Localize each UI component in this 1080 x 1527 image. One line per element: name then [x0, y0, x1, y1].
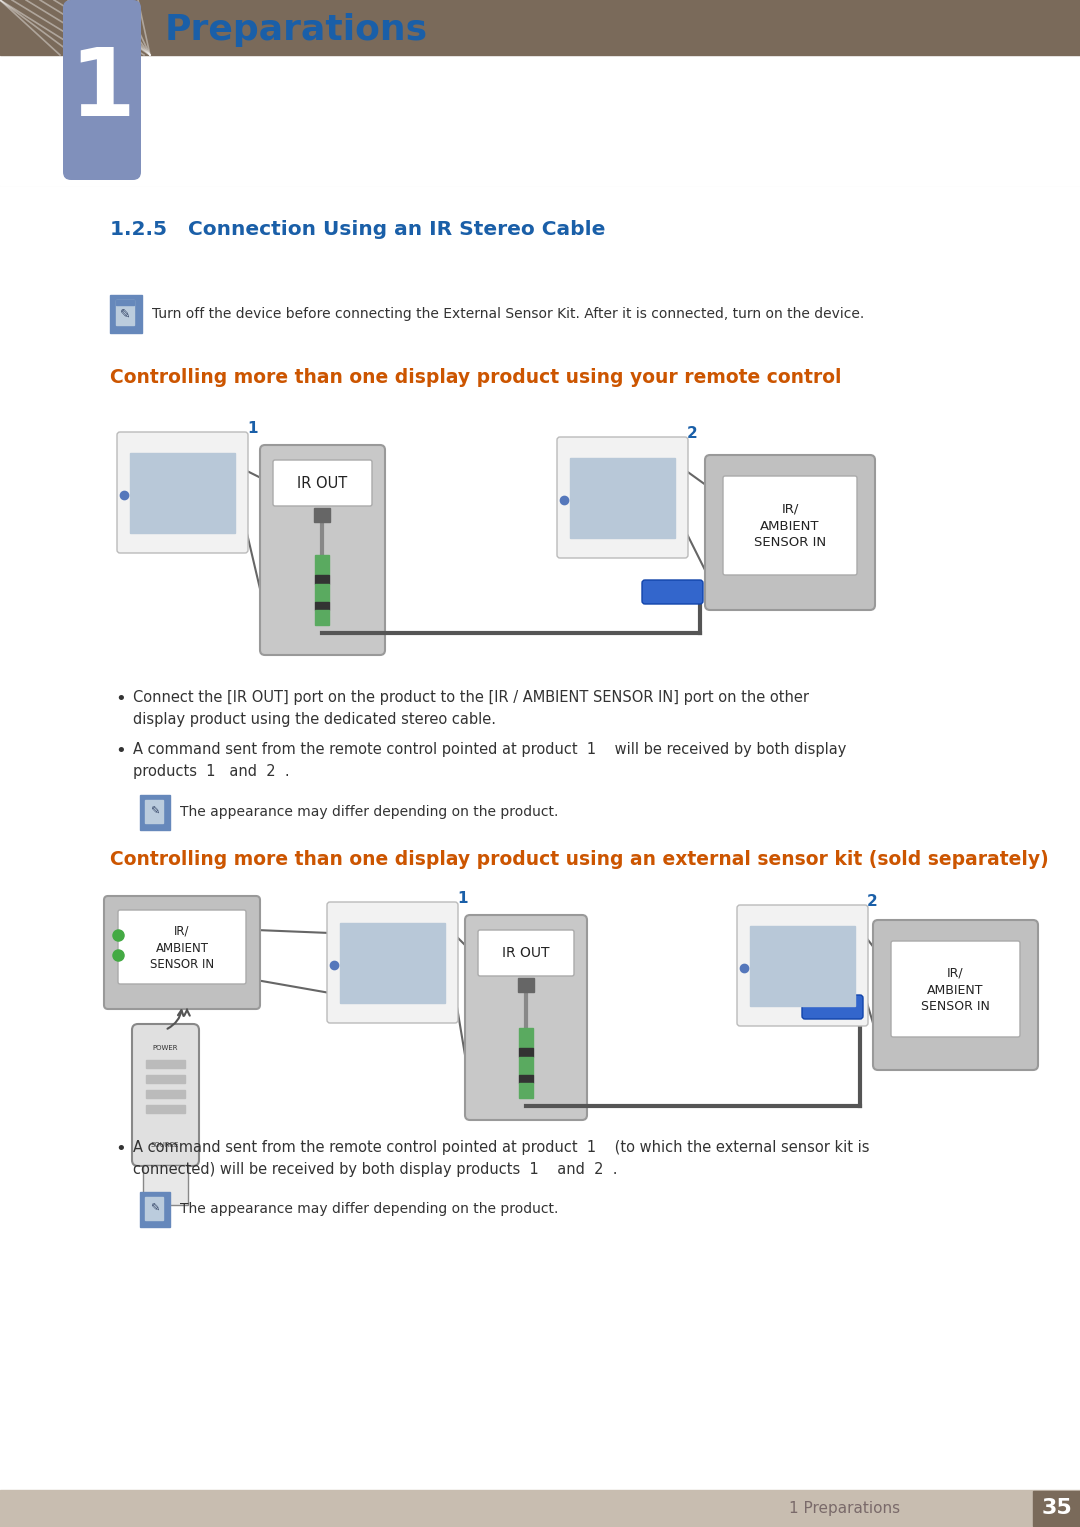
FancyBboxPatch shape — [132, 1025, 199, 1167]
Bar — [145, 1197, 163, 1220]
FancyBboxPatch shape — [273, 460, 372, 505]
FancyBboxPatch shape — [557, 437, 688, 557]
Text: •: • — [114, 690, 125, 709]
Bar — [340, 922, 445, 1003]
Bar — [0, 1490, 1080, 1527]
Text: IR/
AMBIENT
SENSOR IN: IR/ AMBIENT SENSOR IN — [754, 502, 826, 550]
Bar — [315, 609, 329, 625]
Bar — [750, 925, 855, 1006]
Bar — [519, 1075, 534, 1083]
Bar — [519, 1048, 534, 1057]
Bar — [570, 458, 675, 538]
Text: ✎: ✎ — [120, 307, 131, 321]
Text: 1: 1 — [247, 421, 257, 437]
FancyBboxPatch shape — [873, 919, 1038, 1070]
Bar — [146, 1075, 185, 1083]
Text: IR/
AMBIENT
SENSOR IN: IR/ AMBIENT SENSOR IN — [150, 924, 214, 971]
FancyBboxPatch shape — [723, 476, 858, 576]
FancyBboxPatch shape — [117, 432, 248, 553]
Text: IR OUT: IR OUT — [297, 475, 347, 490]
Text: Connect the [IR OUT] port on the product to the [IR / AMBIENT SENSOR IN] port on: Connect the [IR OUT] port on the product… — [133, 690, 809, 705]
Bar — [518, 977, 534, 993]
Text: products  1   and  2  .: products 1 and 2 . — [133, 764, 289, 779]
Bar — [143, 1165, 188, 1205]
Text: Controlling more than one display product using your remote control: Controlling more than one display produc… — [110, 368, 841, 386]
Bar — [145, 800, 163, 823]
Bar — [110, 295, 141, 333]
Bar — [140, 796, 170, 831]
Text: A command sent from the remote control pointed at product  1    will be received: A command sent from the remote control p… — [133, 742, 847, 757]
Text: connected) will be received by both display products  1    and  2  .: connected) will be received by both disp… — [133, 1162, 618, 1177]
Bar — [140, 1193, 170, 1228]
Bar — [1032, 1490, 1080, 1525]
Bar — [315, 602, 329, 609]
Bar — [315, 583, 329, 602]
Text: 1.2.5   Connection Using an IR Stereo Cable: 1.2.5 Connection Using an IR Stereo Cabl… — [110, 220, 606, 240]
Bar — [519, 1057, 534, 1075]
Text: ✎: ✎ — [150, 806, 160, 817]
Text: 35: 35 — [1041, 1498, 1072, 1518]
Bar — [519, 1028, 534, 1048]
FancyBboxPatch shape — [642, 580, 703, 605]
Text: •: • — [114, 742, 125, 760]
Text: Preparations: Preparations — [165, 14, 428, 47]
FancyBboxPatch shape — [891, 941, 1020, 1037]
Bar — [0, 55, 1080, 185]
Text: •: • — [114, 1141, 125, 1157]
Bar — [116, 299, 134, 305]
Text: ✎: ✎ — [150, 1203, 160, 1214]
FancyBboxPatch shape — [737, 906, 868, 1026]
Text: 1: 1 — [457, 890, 468, 906]
Bar — [130, 454, 235, 533]
Bar — [314, 508, 330, 522]
Text: 1 Preparations: 1 Preparations — [788, 1501, 900, 1515]
Bar — [146, 1090, 185, 1098]
Bar — [116, 299, 134, 325]
Text: 2: 2 — [867, 893, 878, 909]
FancyBboxPatch shape — [327, 902, 458, 1023]
FancyBboxPatch shape — [104, 896, 260, 1009]
FancyBboxPatch shape — [63, 0, 141, 180]
Bar — [0, 55, 1080, 185]
Text: The appearance may differ depending on the product.: The appearance may differ depending on t… — [180, 805, 558, 818]
Text: 2: 2 — [687, 426, 698, 441]
Text: 1: 1 — [69, 44, 135, 136]
Bar — [315, 576, 329, 583]
Text: display product using the dedicated stereo cable.: display product using the dedicated ster… — [133, 712, 496, 727]
Bar — [146, 1060, 185, 1067]
FancyBboxPatch shape — [478, 930, 573, 976]
Text: IR/
AMBIENT
SENSOR IN: IR/ AMBIENT SENSOR IN — [920, 967, 989, 1014]
Text: Controlling more than one display product using an external sensor kit (sold sep: Controlling more than one display produc… — [110, 851, 1049, 869]
FancyBboxPatch shape — [465, 915, 588, 1119]
Bar — [0, 0, 1080, 55]
Text: The appearance may differ depending on the product.: The appearance may differ depending on t… — [180, 1202, 558, 1215]
Bar — [146, 1106, 185, 1113]
Text: POWER: POWER — [152, 1044, 178, 1051]
Bar — [519, 1083, 534, 1098]
FancyBboxPatch shape — [802, 996, 863, 1019]
Text: SOURCE: SOURCE — [151, 1142, 179, 1148]
Text: Turn off the device before connecting the External Sensor Kit. After it is conne: Turn off the device before connecting th… — [152, 307, 864, 321]
Bar — [315, 554, 329, 576]
FancyBboxPatch shape — [118, 910, 246, 983]
FancyBboxPatch shape — [705, 455, 875, 609]
Text: IR OUT: IR OUT — [502, 947, 550, 960]
Text: A command sent from the remote control pointed at product  1    (to which the ex: A command sent from the remote control p… — [133, 1141, 869, 1154]
FancyBboxPatch shape — [260, 444, 384, 655]
